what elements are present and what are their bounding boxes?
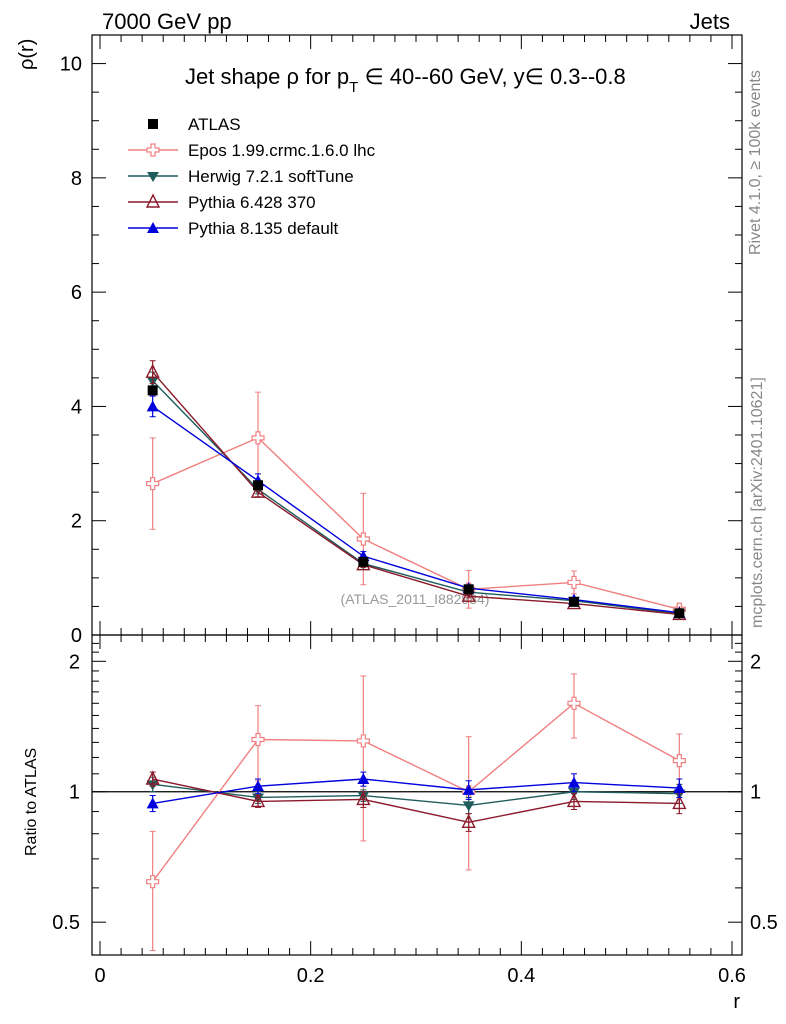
- y-tick-label-main: 8: [71, 168, 82, 190]
- ratio-point-pythia-8-135-default: [146, 797, 159, 809]
- y-tick-label-ratio-left: 1: [69, 782, 80, 804]
- main-point-pythia-8-135-default: [146, 400, 159, 412]
- ratio-point-pythia-6-428-370: [566, 792, 582, 808]
- y-tick-label-ratio-right: 0.5: [750, 912, 778, 934]
- main-point-atlas: [463, 584, 474, 595]
- ratio-line-pythia-8-135-default: [152, 778, 680, 805]
- axis-ticks: 0 0.2 0.4 0.6 0 2 4 6 8 10 0.5 0.5 1 1 2 2: [52, 34, 778, 987]
- ratio-line-pythia-6-428-370: [152, 778, 680, 824]
- ratio-point-pythia-8-135-default: [462, 783, 475, 795]
- y-tick-label-ratio-left: 0.5: [52, 912, 80, 934]
- y-tick-label-main: 0: [71, 625, 82, 647]
- ratio-line-herwig-7-2-1-softtune: [152, 783, 680, 807]
- ratio-point-epos-1-99-crmc-1-6-0-lhc: [251, 732, 265, 747]
- main-point-atlas: [147, 385, 158, 396]
- ratio-point-pythia-8-135-default: [673, 782, 686, 794]
- ratio-point-pythia-6-428-370: [250, 792, 266, 808]
- header-energy-label: 7000 GeV pp: [102, 9, 232, 34]
- ratio-plot-frame: [91, 634, 743, 956]
- ratio-point-pythia-8-135-default: [357, 773, 370, 785]
- ratio-point-epos-1-99-crmc-1-6-0-lhc: [146, 875, 160, 889]
- y-axis-label-ratio: Ratio to ATLAS: [23, 748, 40, 856]
- x-tick-label: 0.6: [718, 965, 746, 987]
- y-tick-label-main: 2: [71, 511, 82, 533]
- chart-title: Jet shape ρ for pT ∈ 40--60 GeV, y∈ 0.3-…: [185, 64, 626, 96]
- analysis-watermark: (ATLAS_2011_I882984): [341, 591, 490, 607]
- main-line-herwig-7-2-1-softtune: [152, 380, 680, 615]
- legend: ATLAS Epos 1.99.crmc.1.6.0 lhc Herwig 7.2.…: [128, 115, 376, 238]
- y-tick-label-ratio-left: 2: [69, 651, 80, 673]
- ratio-point-pythia-6-428-370: [461, 813, 476, 829]
- y-tick-label-ratio-right: 2: [750, 651, 761, 673]
- main-line-pythia-6-428-370: [152, 371, 680, 616]
- ratio-point-pythia-8-135-default: [568, 776, 580, 788]
- ratio-point-epos-1-99-crmc-1-6-0-lhc: [672, 753, 686, 768]
- main-point-atlas: [674, 608, 685, 619]
- legend-marker-herwig-7-2-1-softtune: [147, 172, 159, 182]
- main-point-atlas: [569, 596, 579, 607]
- x-tick-label: 0.2: [297, 965, 325, 987]
- ratio-point-herwig-7-2-1-softtune: [568, 787, 580, 798]
- ratio-series-group: [145, 673, 687, 952]
- ratio-line-epos-1-99-crmc-1-6-0-lhc: [152, 702, 680, 883]
- legend-marker-atlas: [148, 119, 158, 129]
- main-point-pythia-6-428-370: [145, 363, 160, 378]
- legend-label-herwig-7-2-1-softtune: Herwig 7.2.1 softTune: [188, 167, 354, 186]
- rivet-label: Rivet 4.1.0, ≥ 100k events: [747, 70, 764, 255]
- mcplots-label: mcplots.cern.ch [arXiv:2401.10621]: [749, 377, 766, 628]
- legend-marker-pythia-6-428-370: [145, 193, 161, 208]
- y-axis-label-main: ρ(r): [16, 39, 38, 70]
- main-point-epos-1-99-crmc-1-6-0-lhc: [146, 476, 160, 491]
- main-point-epos-1-99-crmc-1-6-0-lhc: [251, 431, 265, 445]
- ratio-point-pythia-6-428-370: [145, 770, 160, 785]
- legend-label-epos-1-99-crmc-1-6-0-lhc: Epos 1.99.crmc.1.6.0 lhc: [188, 141, 376, 160]
- legend-marker-pythia-8-135-default: [147, 222, 159, 233]
- ratio-point-herwig-7-2-1-softtune: [462, 801, 475, 812]
- x-tick-label: 0: [94, 965, 105, 987]
- ratio-point-epos-1-99-crmc-1-6-0-lhc: [356, 734, 370, 748]
- main-point-epos-1-99-crmc-1-6-0-lhc: [356, 532, 370, 546]
- main-line-epos-1-99-crmc-1-6-0-lhc: [152, 437, 680, 610]
- y-tick-label-ratio-right: 1: [750, 782, 761, 804]
- ratio-point-epos-1-99-crmc-1-6-0-lhc: [567, 696, 581, 710]
- y-tick-label-main: 10: [60, 54, 82, 76]
- legend-label-pythia-8-135-default: Pythia 8.135 default: [188, 219, 339, 238]
- legend-label-atlas: ATLAS: [188, 115, 241, 134]
- main-point-pythia-6-428-370: [250, 483, 266, 498]
- legend-marker-epos-1-99-crmc-1-6-0-lhc: [146, 143, 160, 157]
- ratio-point-pythia-6-428-370: [356, 790, 371, 806]
- y-tick-label-main: 6: [71, 282, 82, 304]
- main-point-atlas: [253, 480, 263, 491]
- header-jets-label: Jets: [690, 9, 730, 34]
- ratio-point-pythia-6-428-370: [672, 794, 687, 810]
- main-line-pythia-8-135-default: [152, 405, 680, 614]
- ratio-point-pythia-8-135-default: [252, 780, 264, 792]
- main-point-atlas: [358, 556, 369, 567]
- legend-label-pythia-6-428-370: Pythia 6.428 370: [188, 193, 316, 212]
- x-axis-label: r: [733, 991, 740, 1013]
- y-tick-label-main: 4: [71, 396, 82, 418]
- x-tick-label: 0.4: [507, 965, 535, 987]
- main-point-epos-1-99-crmc-1-6-0-lhc: [567, 575, 581, 590]
- main-series-group: [145, 360, 687, 621]
- main-point-pythia-6-428-370: [461, 587, 476, 602]
